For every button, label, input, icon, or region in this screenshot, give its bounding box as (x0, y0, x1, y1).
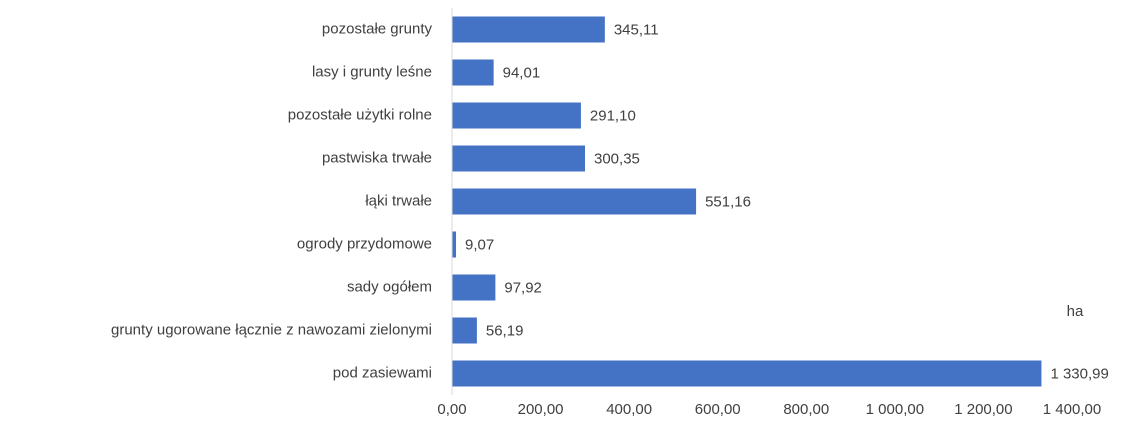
x-tick-label: 600,00 (695, 401, 741, 418)
y-tick-label: pastwiska trwałe (322, 149, 432, 166)
x-tick-label: 1 200,00 (954, 401, 1012, 418)
y-tick-label: łąki trwałe (365, 192, 432, 209)
y-tick-label: ogrody przydomowe (297, 235, 432, 252)
data-label: 291,10 (590, 107, 636, 124)
data-label: 345,11 (614, 21, 659, 38)
data-label: 551,16 (705, 193, 751, 210)
y-tick-label: grunty ugorowane łącznie z nawozami ziel… (111, 321, 432, 338)
x-tick-label: 1 000,00 (866, 401, 924, 418)
axis-label: ha (1067, 303, 1084, 320)
data-label: 1 330,99 (1050, 365, 1108, 382)
data-label: 56,19 (486, 322, 524, 339)
y-tick-label: pozostałe użytki rolne (288, 106, 432, 123)
bar (452, 360, 1042, 387)
bar (452, 102, 581, 129)
x-tick-label: 400,00 (606, 401, 652, 418)
data-label: 300,35 (594, 150, 640, 167)
bar (452, 16, 605, 43)
bar (452, 59, 494, 86)
bar (452, 274, 496, 301)
y-tick-label: lasy i grunty leśne (312, 63, 432, 80)
data-label: 97,92 (504, 279, 542, 296)
data-label: 9,07 (465, 236, 494, 253)
x-tick-label: 1 400,00 (1043, 401, 1101, 418)
x-tick-label: 0,00 (437, 401, 466, 418)
y-tick-label: pod zasiewami (333, 364, 432, 381)
y-tick-label: sady ogółem (347, 278, 432, 295)
x-tick-label: 800,00 (783, 401, 829, 418)
bar (452, 145, 586, 172)
bar (452, 188, 697, 215)
data-label: 94,01 (503, 64, 541, 81)
y-tick-label: pozostałe grunty (322, 20, 433, 37)
x-tick-label: 200,00 (518, 401, 564, 418)
bar (452, 317, 477, 344)
bar (452, 231, 457, 258)
